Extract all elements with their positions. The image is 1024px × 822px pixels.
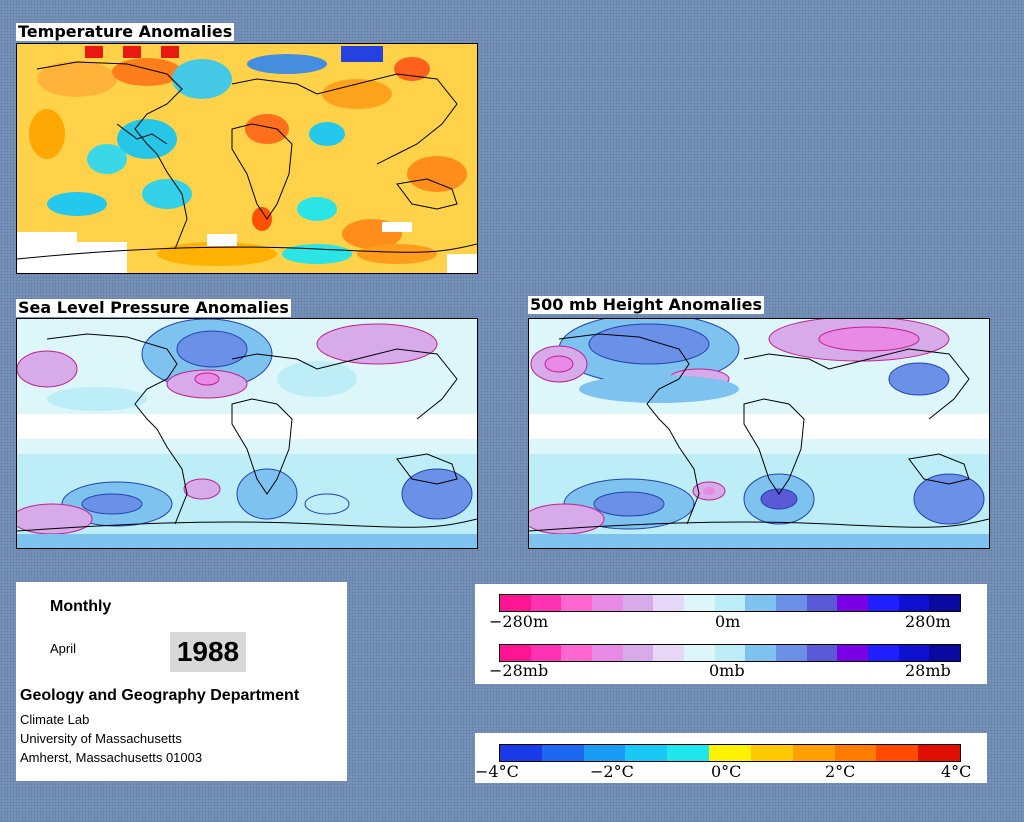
pressure-swatch-12 <box>868 645 899 661</box>
pressure-swatch-3 <box>592 645 623 661</box>
height-swatch-12 <box>868 595 899 611</box>
temperature-swatch-4 <box>667 745 710 761</box>
address: Amherst, Massachusetts 01003 <box>20 750 203 765</box>
pressure-colorbar <box>499 644 961 662</box>
temperature-swatch-3 <box>625 745 668 761</box>
temperature-swatch-2 <box>583 745 626 761</box>
pressure-swatch-11 <box>837 645 869 661</box>
pressure-mid-label: 0mb <box>709 661 745 680</box>
pressure-swatch-6 <box>684 645 715 661</box>
temperature-legend: −4°C −2°C 0°C 2°C 4°C <box>475 733 987 783</box>
height-swatch-1 <box>530 595 562 611</box>
height-swatch-8 <box>745 595 777 611</box>
height-swatch-4 <box>622 595 654 611</box>
temp-label-0: −4°C <box>475 762 519 781</box>
height-swatch-3 <box>592 595 623 611</box>
month-label: April <box>50 641 77 656</box>
slp-anomaly-map <box>16 318 478 549</box>
height-swatch-2 <box>561 595 593 611</box>
temperature-title: Temperature Anomalies <box>16 22 235 41</box>
year-display: 1988 <box>170 632 246 672</box>
height-max-label: 280m <box>905 612 951 631</box>
temperature-swatch-5 <box>709 745 751 761</box>
pressure-swatch-0 <box>500 645 531 661</box>
temp-label-2: 0°C <box>711 762 742 781</box>
temp-label-1: −2°C <box>590 762 634 781</box>
anomaly-legend: −280m 0m 280m −28mb 0mb 28mb <box>475 584 987 684</box>
temp-label-4: 4°C <box>941 762 972 781</box>
temperature-swatch-1 <box>541 745 584 761</box>
pressure-swatch-2 <box>561 645 593 661</box>
temperature-swatch-7 <box>792 745 835 761</box>
height-swatch-5 <box>653 595 685 611</box>
department-name: Geology and Geography Department <box>20 687 300 704</box>
pressure-swatch-5 <box>653 645 685 661</box>
temperature-swatch-8 <box>834 745 877 761</box>
temperature-anomaly-map <box>16 43 478 274</box>
lab-name: Climate Lab <box>20 712 90 727</box>
height-colorbar <box>499 594 961 612</box>
height-swatch-10 <box>806 595 838 611</box>
pressure-swatch-1 <box>530 645 562 661</box>
height-swatch-14 <box>929 595 961 611</box>
info-panel: Monthly April 1988 Geology and Geography… <box>16 582 347 781</box>
pressure-swatch-14 <box>929 645 961 661</box>
height-swatch-13 <box>898 595 930 611</box>
temperature-swatch-9 <box>876 745 919 761</box>
height-swatch-7 <box>714 595 746 611</box>
pressure-swatch-8 <box>745 645 777 661</box>
height-min-label: −280m <box>489 612 549 631</box>
height-title: 500 mb Height Anomalies <box>528 295 765 314</box>
pressure-swatch-13 <box>898 645 930 661</box>
temperature-swatch-10 <box>918 745 960 761</box>
period-label: Monthly <box>50 598 112 615</box>
height-mid-label: 0m <box>715 612 741 631</box>
height-anomaly-map <box>528 318 990 549</box>
temperature-swatch-6 <box>750 745 793 761</box>
pressure-swatch-10 <box>806 645 838 661</box>
temp-label-3: 2°C <box>825 762 856 781</box>
pressure-swatch-9 <box>776 645 807 661</box>
height-swatch-0 <box>500 595 531 611</box>
pressure-swatch-7 <box>714 645 746 661</box>
height-swatch-6 <box>684 595 715 611</box>
height-swatch-9 <box>776 595 807 611</box>
pressure-min-label: −28mb <box>489 661 549 680</box>
slp-title: Sea Level Pressure Anomalies <box>16 298 291 317</box>
temperature-swatch-0 <box>500 745 542 761</box>
height-swatch-11 <box>837 595 869 611</box>
pressure-max-label: 28mb <box>905 661 951 680</box>
pressure-swatch-4 <box>622 645 654 661</box>
temperature-colorbar <box>499 744 961 762</box>
university-name: University of Massachusetts <box>20 731 182 746</box>
